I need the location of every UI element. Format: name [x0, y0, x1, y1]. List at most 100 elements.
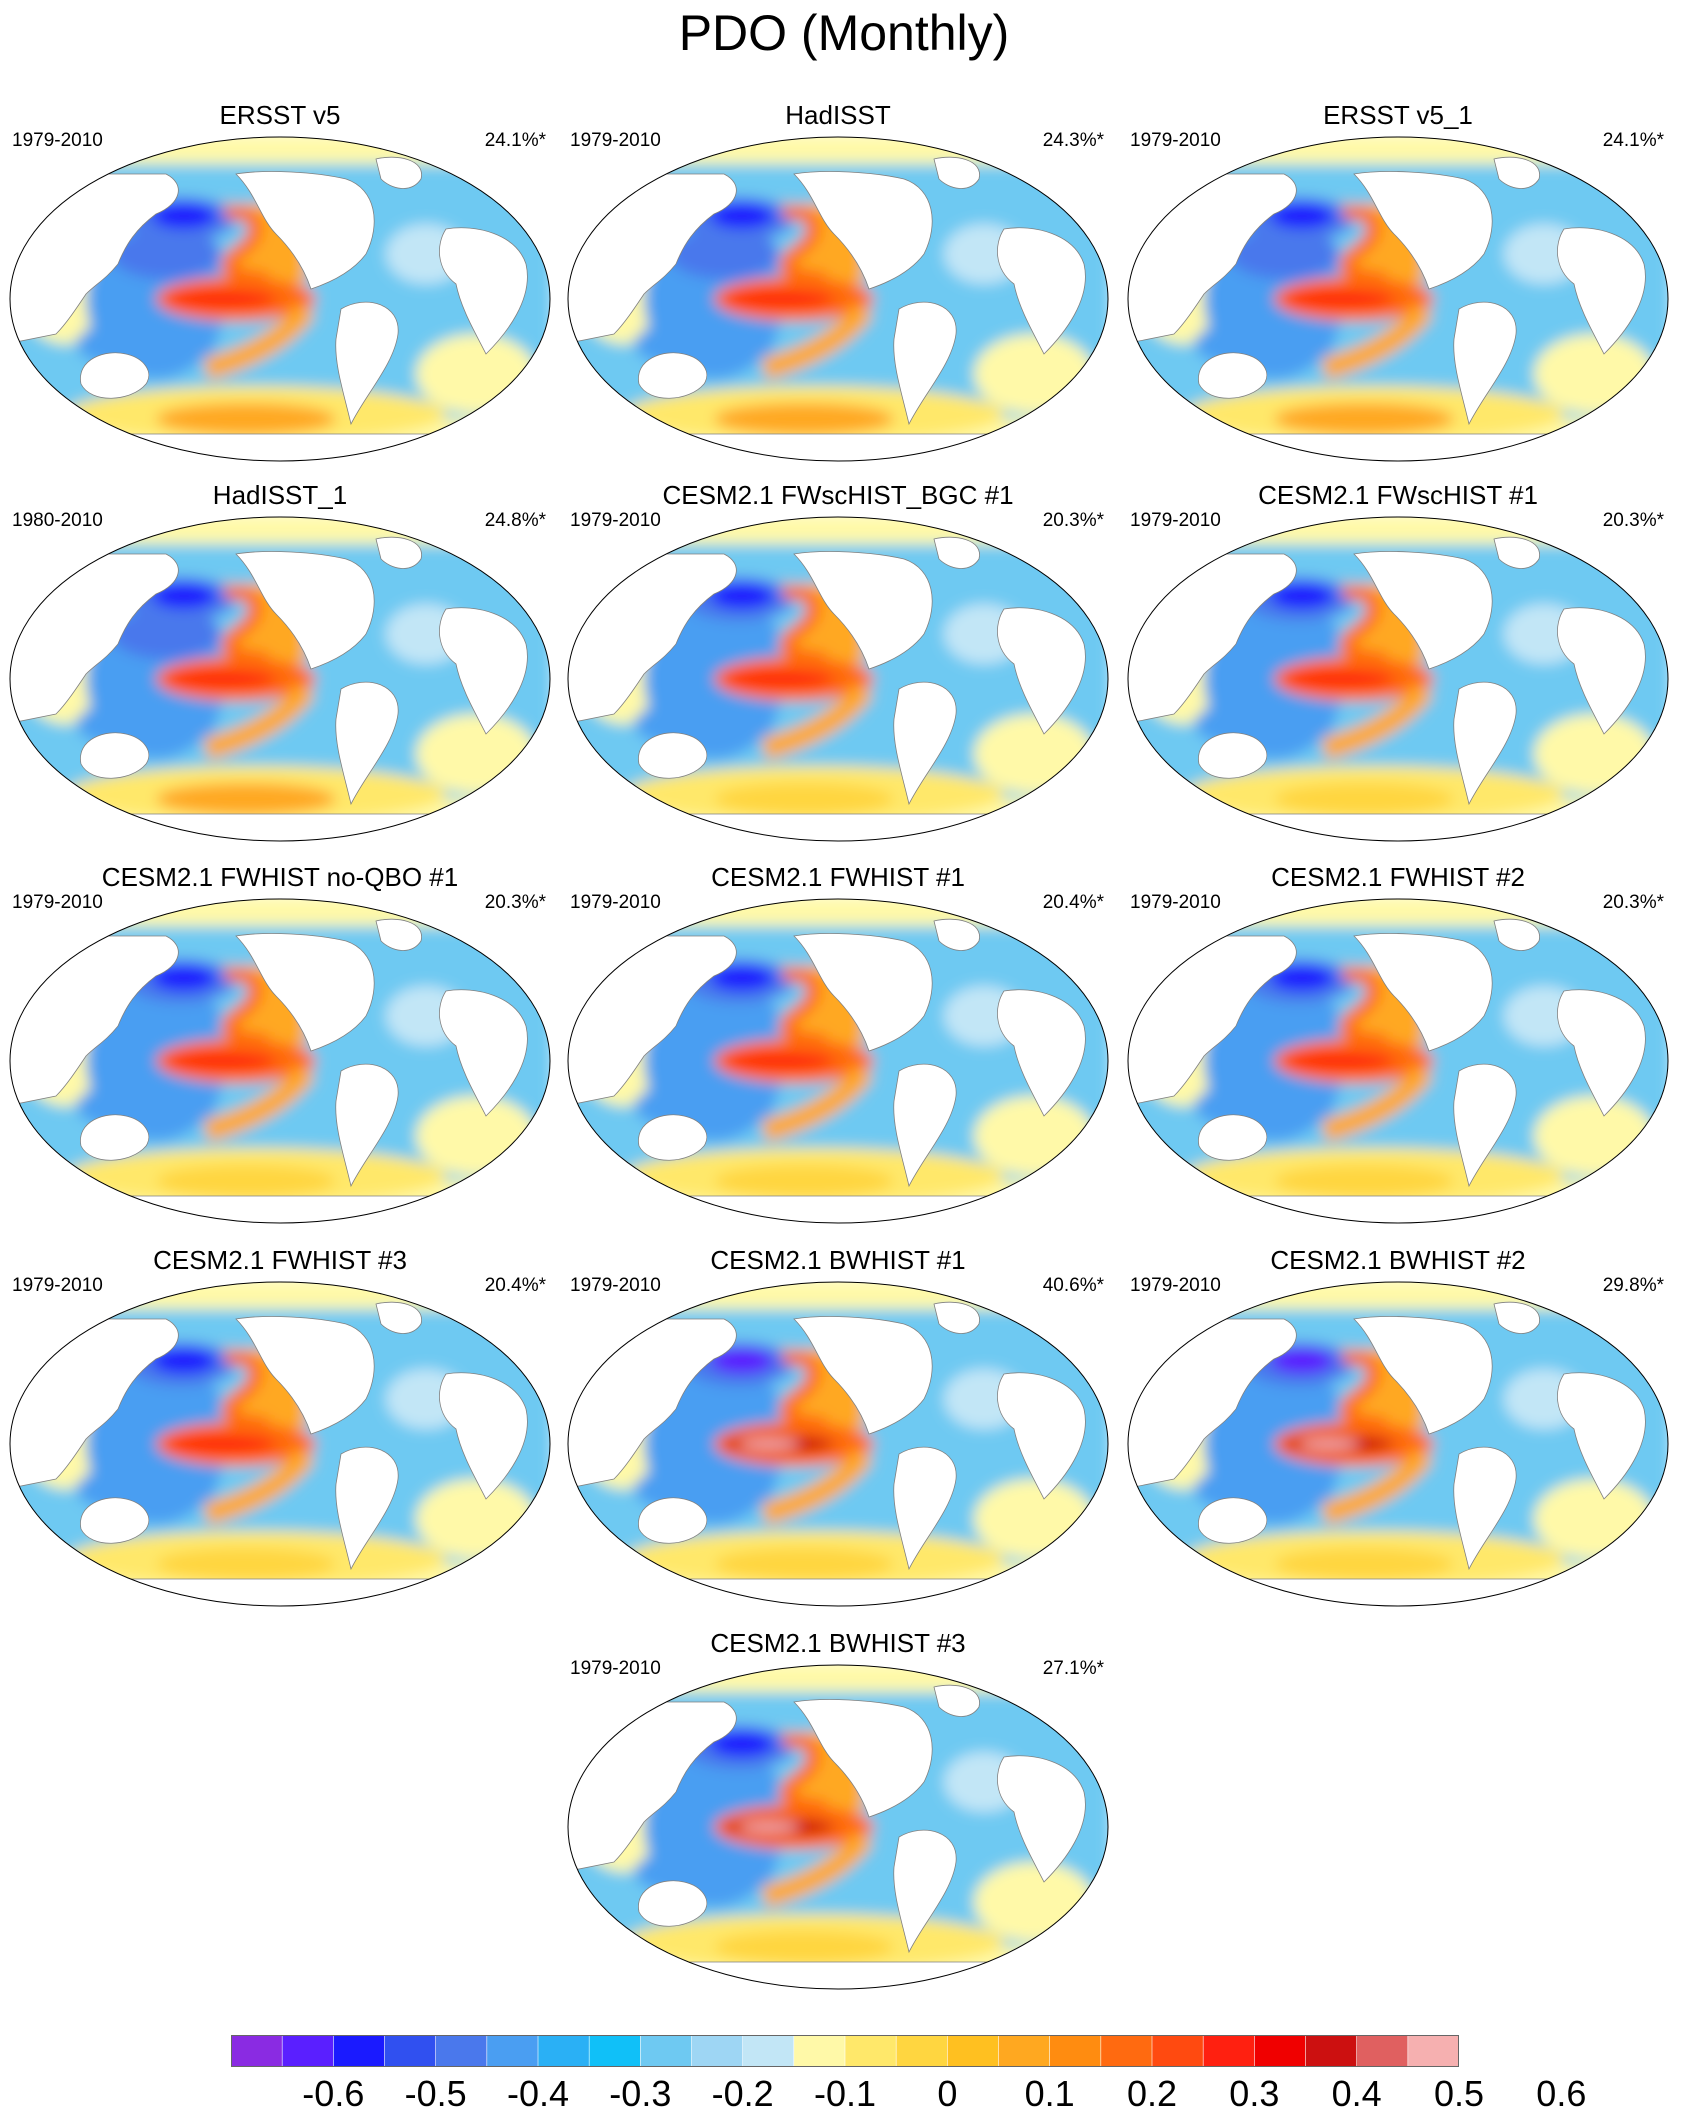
- pdo-map: [567, 1664, 1109, 1990]
- colorbar-tick-label: -0.1: [813, 2073, 877, 2114]
- panel-title: CESM2.1 FWscHIST_BGC #1: [662, 480, 1014, 510]
- pdo-map: [9, 136, 551, 462]
- panel-title: CESM2.1 FWscHIST #1: [1258, 480, 1538, 510]
- map-panel: CESM2.1 FWHIST #3 1979-2010 20.4%*: [0, 1245, 560, 1610]
- pdo-map: [1127, 136, 1669, 462]
- colorbar-swatch: [1049, 2035, 1102, 2067]
- panel-period: 1979-2010: [1130, 1275, 1221, 1296]
- colorbar-tick-label: -0.6: [302, 2073, 365, 2114]
- colorbar-tick-label: 0.4: [1331, 2073, 1382, 2114]
- panel-period: 1979-2010: [570, 130, 661, 151]
- colorbar-swatch: [281, 2035, 335, 2067]
- colorbar-swatch: [998, 2035, 1051, 2067]
- panel-variance: 20.3%*: [1602, 510, 1664, 531]
- panel-variance: 40.6%*: [1042, 1275, 1104, 1296]
- panel-variance: 20.3%*: [1042, 510, 1104, 531]
- map-panel: CESM2.1 BWHIST #1 1979-2010 40.6%*: [558, 1245, 1118, 1610]
- colorbar-tick-label: -0.2: [711, 2073, 774, 2114]
- panel-period: 1980-2010: [12, 510, 103, 531]
- colorbar-swatch: [895, 2035, 949, 2067]
- colorbar-tick-label: -0.4: [506, 2073, 570, 2114]
- map-panel: HadISST 1979-2010 24.3%*: [558, 100, 1118, 465]
- panel-variance: 20.3%*: [484, 892, 546, 913]
- panel-title: CESM2.1 FWHIST #3: [153, 1245, 407, 1275]
- map-panel: CESM2.1 FWHIST #1 1979-2010 20.4%*: [558, 862, 1118, 1227]
- panel-title: CESM2.1 FWHIST no-QBO #1: [101, 862, 459, 892]
- colorbar-swatch: [1356, 2035, 1409, 2067]
- panel-title: HadISST: [785, 100, 891, 130]
- colorbar-swatch: [844, 2035, 897, 2067]
- pdo-map: [1127, 516, 1669, 842]
- panel-title: CESM2.1 BWHIST #1: [710, 1245, 966, 1275]
- map-panel: ERSST v5 1979-2010 24.1%*: [0, 100, 560, 465]
- panel-title: HadISST_1: [212, 480, 348, 510]
- colorbar-swatch: [742, 2035, 795, 2067]
- map-panel: CESM2.1 FWHIST #2 1979-2010 20.3%*: [1118, 862, 1678, 1227]
- pdo-map: [567, 516, 1109, 842]
- colorbar-swatch: [1254, 2035, 1307, 2067]
- panel-title: CESM2.1 BWHIST #2: [1270, 1245, 1526, 1275]
- colorbar-swatch: [588, 2035, 642, 2067]
- panel-title: ERSST v5: [219, 100, 341, 130]
- colorbar-tick-label: -0.3: [609, 2073, 672, 2114]
- panel-variance: 20.4%*: [1042, 892, 1104, 913]
- map-panel: CESM2.1 FWHIST no-QBO #1 1979-2010 20.3%*: [0, 862, 560, 1227]
- colorbar: [231, 2035, 1459, 2067]
- colorbar-swatch: [1407, 2035, 1459, 2067]
- panel-period: 1979-2010: [12, 1275, 103, 1296]
- pdo-map: [567, 898, 1109, 1224]
- panel-variance: 24.8%*: [484, 510, 546, 531]
- panel-period: 1979-2010: [570, 1658, 661, 1679]
- colorbar-tick-label: 0: [937, 2073, 958, 2114]
- map-panel: CESM2.1 FWscHIST_BGC #1 1979-2010 20.3%*: [558, 480, 1118, 845]
- pdo-map: [1127, 898, 1669, 1224]
- map-panel: CESM2.1 FWscHIST #1 1979-2010 20.3%*: [1118, 480, 1678, 845]
- panel-variance: 20.4%*: [484, 1275, 546, 1296]
- colorbar-tick-label: 0.6: [1536, 2073, 1587, 2114]
- panel-period: 1979-2010: [1130, 892, 1221, 913]
- colorbar-swatch: [1100, 2035, 1153, 2067]
- pdo-map: [567, 1281, 1109, 1607]
- panel-title: CESM2.1 BWHIST #3: [710, 1628, 966, 1658]
- panel-period: 1979-2010: [1130, 510, 1221, 531]
- colorbar-swatch: [231, 2035, 283, 2067]
- panel-variance: 24.1%*: [484, 130, 546, 151]
- panel-title: CESM2.1 FWHIST #2: [1271, 862, 1525, 892]
- panel-variance: 29.8%*: [1602, 1275, 1664, 1296]
- pdo-map: [9, 898, 551, 1224]
- pdo-map: [9, 516, 551, 842]
- panel-title: ERSST v5_1: [1323, 100, 1473, 130]
- colorbar-tick-label: 0.1: [1024, 2073, 1075, 2114]
- colorbar-tick-label: 0.3: [1229, 2073, 1280, 2114]
- map-panel: CESM2.1 BWHIST #3 1979-2010 27.1%*: [558, 1628, 1118, 1993]
- colorbar-swatch: [537, 2035, 590, 2067]
- colorbar-swatch: [1202, 2035, 1256, 2067]
- colorbar-swatch: [947, 2035, 1000, 2067]
- map-panel: HadISST_1 1980-2010 24.8%*: [0, 480, 560, 845]
- pdo-map: [1127, 1281, 1669, 1607]
- panel-variance: 27.1%*: [1042, 1658, 1104, 1679]
- colorbar-tick-label: 0.5: [1433, 2073, 1485, 2114]
- panel-variance: 24.3%*: [1042, 130, 1104, 151]
- pdo-map: [567, 136, 1109, 462]
- panel-variance: 24.1%*: [1602, 130, 1664, 151]
- colorbar-swatch: [333, 2035, 386, 2067]
- figure-title: PDO (Monthly): [678, 5, 1010, 61]
- colorbar-swatch: [384, 2035, 437, 2067]
- colorbar-tick-label: -0.5: [404, 2073, 467, 2114]
- map-panel: ERSST v5_1 1979-2010 24.1%*: [1118, 100, 1678, 465]
- pdo-map: [9, 1281, 551, 1607]
- panel-variance: 20.3%*: [1602, 892, 1664, 913]
- panel-period: 1979-2010: [570, 1275, 661, 1296]
- panel-period: 1979-2010: [570, 510, 661, 531]
- panel-period: 1979-2010: [12, 892, 103, 913]
- panel-period: 1979-2010: [12, 130, 103, 151]
- colorbar-swatch: [1305, 2035, 1358, 2067]
- colorbar-swatch: [435, 2035, 488, 2067]
- colorbar-swatch: [1151, 2035, 1204, 2067]
- colorbar-swatch: [640, 2035, 693, 2067]
- colorbar-swatch: [691, 2035, 744, 2067]
- colorbar-swatch: [793, 2035, 846, 2067]
- panel-period: 1979-2010: [570, 892, 661, 913]
- panel-title: CESM2.1 FWHIST #1: [711, 862, 965, 892]
